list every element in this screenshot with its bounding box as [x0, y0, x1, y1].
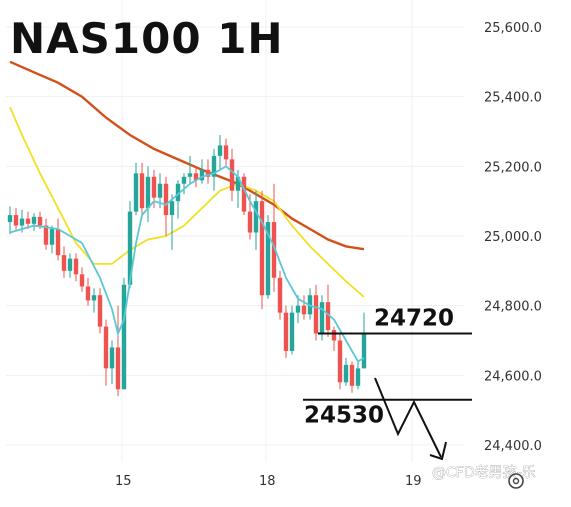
candle-body-5 — [37, 216, 43, 226]
ma-slow-line — [9, 60, 365, 251]
candle-body-37 — [229, 159, 235, 191]
candle-body-27 — [169, 201, 175, 216]
projected-path-arrow — [374, 377, 442, 458]
candle-body-42 — [259, 201, 265, 296]
candle-body-17 — [109, 347, 115, 369]
candle-body-26 — [163, 183, 169, 216]
candle-body-55 — [337, 340, 343, 383]
candle-body-51 — [313, 295, 319, 334]
candle-body-30 — [187, 173, 193, 177]
y-tick-label-2: 25,200.0 — [484, 160, 542, 175]
candle-body-38 — [235, 176, 241, 191]
candle-body-23 — [145, 176, 151, 209]
y-tick-label-6: 24,400.0 — [484, 439, 542, 454]
candle-body-59 — [361, 333, 367, 369]
chart-title: NAS100 1H — [10, 14, 284, 63]
candle-body-32 — [199, 169, 205, 181]
x-tick-label-1: 18 — [259, 474, 276, 489]
candle-body-43 — [265, 222, 271, 296]
candle-body-47 — [289, 312, 295, 351]
candle-body-2 — [19, 218, 25, 226]
ma-mid-line — [9, 106, 365, 298]
candle-body-28 — [175, 183, 181, 202]
x-axis: 15 18 19 — [115, 474, 422, 489]
arrow-head — [429, 441, 447, 461]
y-tick-label-3: 25,000.0 — [484, 230, 542, 245]
candle-body-25 — [157, 183, 163, 198]
candle-body-20 — [127, 211, 133, 285]
settings-gear-icon[interactable] — [508, 473, 524, 489]
y-tick-label-1: 25,400.0 — [484, 91, 542, 106]
level-label-1: 24530 — [304, 403, 384, 429]
candle-body-58 — [355, 368, 361, 386]
candle-body-0 — [7, 215, 13, 223]
candle-body-7 — [49, 229, 55, 245]
candle-body-15 — [97, 295, 103, 327]
candle-body-10 — [67, 258, 73, 271]
candle-body-9 — [61, 255, 67, 271]
candle-body-39 — [241, 176, 247, 212]
candle-body-19 — [121, 284, 127, 390]
candle-body-3 — [25, 218, 31, 224]
y-tick-label-5: 24,600.0 — [484, 369, 542, 384]
candle-body-34 — [211, 155, 217, 177]
candle-body-31 — [193, 173, 199, 181]
level-label-0: 24720 — [374, 306, 454, 332]
candle-body-53 — [325, 302, 331, 331]
candle-body-21 — [133, 173, 139, 212]
candle-body-16 — [103, 326, 109, 369]
levels-group: 24720 24530 — [303, 306, 472, 429]
candle-body-8 — [55, 229, 61, 256]
candle-body-29 — [181, 176, 187, 184]
y-tick-label-0: 25,600.0 — [484, 21, 542, 36]
candle-body-36 — [223, 145, 229, 160]
y-tick-label-4: 24,800.0 — [484, 300, 542, 315]
candles-group — [7, 134, 367, 397]
candle-body-18 — [115, 347, 121, 390]
candle-body-40 — [247, 211, 253, 233]
candle-body-4 — [31, 216, 37, 224]
candle-body-49 — [301, 305, 307, 315]
candle-body-6 — [43, 225, 49, 245]
candle-body-14 — [91, 295, 97, 301]
candle-body-33 — [205, 169, 211, 177]
watermark-text: @CFD老男孩-乐 — [432, 465, 536, 481]
candle-body-35 — [217, 145, 223, 156]
x-tick-label-0: 15 — [115, 474, 132, 489]
ma-fast-line — [9, 165, 365, 363]
candle-body-54 — [331, 330, 337, 341]
candle-body-44 — [271, 222, 277, 278]
grid-lines — [6, 0, 465, 462]
candle-body-45 — [277, 277, 283, 313]
candle-body-52 — [319, 302, 325, 334]
candle-body-56 — [343, 364, 349, 383]
candle-body-46 — [283, 312, 289, 351]
candle-body-22 — [139, 173, 145, 209]
candle-body-1 — [13, 215, 19, 226]
candle-body-57 — [349, 364, 355, 386]
candle-body-13 — [85, 286, 91, 301]
candle-body-11 — [73, 258, 79, 275]
candle-body-48 — [295, 305, 301, 313]
candle-body-24 — [151, 176, 157, 198]
y-axis: 25,600.0 25,400.0 25,200.0 25,000.0 24,800.0… — [484, 21, 542, 454]
candle-body-12 — [79, 274, 85, 287]
x-tick-label-2: 19 — [405, 474, 422, 489]
candle-body-41 — [253, 201, 259, 233]
